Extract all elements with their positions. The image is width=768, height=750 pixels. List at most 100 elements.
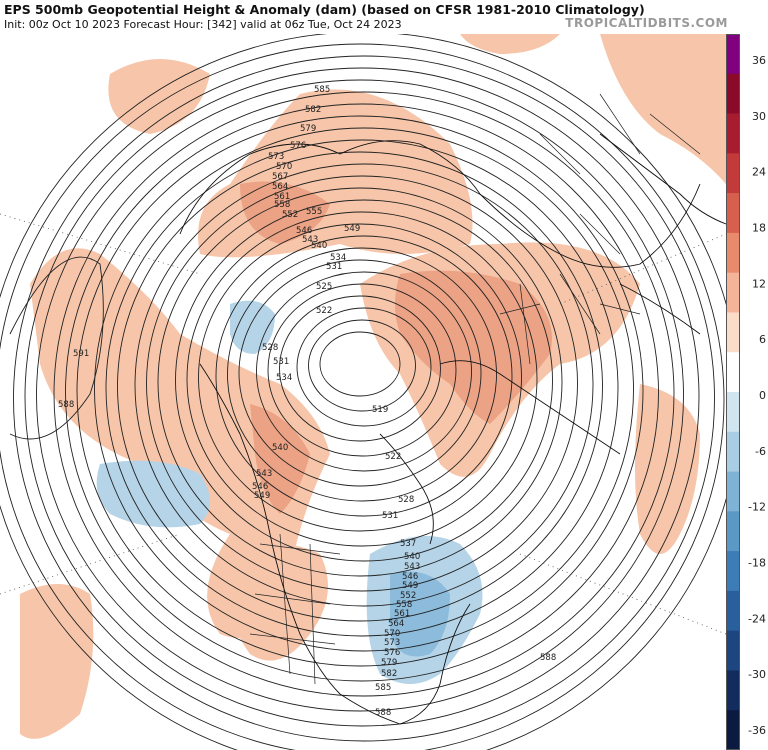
colorbar-swatch — [726, 113, 740, 154]
colorbar-tick-label: 36 — [752, 54, 766, 67]
height-contour — [175, 199, 553, 562]
height-contour — [65, 103, 659, 682]
contour-label: 522 — [385, 452, 401, 462]
contour-label: 588 — [375, 708, 391, 718]
height-contour — [238, 259, 482, 487]
graticule — [0, 213, 726, 635]
height-contour — [24, 67, 700, 727]
contour-label: 531 — [382, 511, 398, 521]
contour-label: 555 — [306, 207, 322, 217]
contour-label: 585 — [314, 85, 330, 95]
colorbar-swatch — [726, 312, 740, 353]
contour-label: 525 — [316, 282, 332, 292]
colorbar-swatch — [726, 590, 740, 632]
colorbar-swatch — [726, 710, 740, 750]
contour-label: 564 — [388, 619, 404, 629]
contour-label: 564 — [272, 182, 288, 192]
height-contour — [94, 127, 634, 652]
colorbar-swatch — [726, 431, 740, 473]
contour-label: 561 — [274, 192, 290, 202]
political-borders — [249, 93, 701, 685]
contour-label: 579 — [381, 658, 397, 668]
contour-label: 573 — [268, 152, 284, 162]
contour-label: 546 — [402, 572, 418, 582]
contour-label: 540 — [311, 241, 327, 251]
colorbar-tick-label: 0 — [759, 389, 766, 402]
height-contour — [105, 139, 619, 637]
colorbar-swatch — [726, 272, 740, 313]
height-contour — [117, 151, 603, 622]
height-contours — [0, 34, 726, 750]
header: EPS 500mb Geopotential Height & Anomaly … — [0, 0, 768, 34]
contour-label: 588 — [58, 400, 74, 410]
colorbar-tick-label: -12 — [748, 501, 766, 514]
contour-label: 546 — [252, 482, 268, 492]
contour-label: 558 — [274, 200, 290, 210]
chart-title: EPS 500mb Geopotential Height & Anomaly … — [4, 2, 645, 17]
contour-label: 591 — [73, 349, 89, 359]
colorbar-swatch — [726, 551, 740, 592]
height-contour — [256, 271, 472, 472]
colorbar-tick-label: 12 — [752, 277, 766, 290]
contour-label: 522 — [316, 306, 332, 316]
contour-label: 579 — [300, 124, 316, 134]
colorbar-tick-label: 24 — [752, 166, 766, 179]
contour-label: 531 — [326, 262, 342, 272]
height-contour — [134, 163, 594, 607]
colorbar-tick-label: 18 — [752, 222, 766, 235]
colorbar-swatch — [726, 670, 740, 711]
colorbar-tick-label: -36 — [748, 724, 766, 737]
colorbar-swatch — [726, 352, 740, 393]
contour-label: 543 — [256, 469, 272, 479]
height-contour — [36, 79, 684, 712]
colorbar-swatches — [726, 34, 740, 750]
colorbar-tick-label: 30 — [752, 110, 766, 123]
contour-label: 582 — [305, 105, 321, 115]
colorbar-swatch — [726, 630, 740, 671]
height-contour — [76, 115, 644, 667]
colorbar-tick-label: 6 — [759, 333, 766, 346]
contour-label: 519 — [372, 405, 388, 415]
contour-label: 549 — [344, 224, 360, 234]
contour-label: 549 — [254, 491, 270, 501]
colorbar-labels: 36 30 24 18 12 6 0 -6 -12 -18 -24 -30 -36 — [748, 54, 766, 737]
contour-label: 582 — [381, 669, 397, 679]
height-contour — [215, 235, 513, 517]
height-contour — [157, 187, 563, 577]
contour-label: 552 — [400, 591, 416, 601]
colorbar-tick-label: -6 — [755, 445, 766, 458]
contour-label: 546 — [296, 226, 312, 236]
colorbar-swatch — [726, 471, 740, 512]
contour-label: 570 — [384, 629, 400, 639]
height-contour — [9, 256, 104, 440]
contour-label: 588 — [540, 653, 556, 663]
height-contour — [0, 43, 725, 750]
height-contour — [227, 247, 497, 502]
colorbar-swatch — [726, 232, 740, 274]
colorbar-tick-label: -24 — [748, 612, 766, 625]
height-contour — [13, 55, 715, 742]
height-contour — [296, 307, 432, 427]
contour-label: 561 — [394, 609, 410, 619]
contour-label: 528 — [398, 495, 414, 505]
contour-label: 549 — [402, 581, 418, 591]
colorbar-swatch — [726, 73, 740, 115]
height-contour — [279, 295, 441, 442]
contour-label: 570 — [276, 162, 292, 172]
colorbar-swatch — [726, 511, 740, 552]
contour-label: 552 — [282, 210, 298, 220]
colorbar-tick-label: -30 — [748, 668, 766, 681]
contour-label: 567 — [272, 172, 288, 182]
colorbar-tick-label: -18 — [748, 557, 766, 570]
height-contour — [308, 319, 416, 412]
coastlines — [179, 133, 726, 725]
contour-label: 528 — [262, 343, 278, 353]
height-contour — [146, 175, 578, 592]
contour-label: 540 — [404, 552, 420, 562]
colorbar-swatch — [726, 34, 740, 75]
contour-label: 537 — [400, 539, 416, 549]
brand-watermark: TROPICALTIDBITS.COM — [565, 16, 728, 30]
colorbar-swatch — [726, 392, 740, 433]
height-contour — [198, 223, 522, 532]
contour-labels: 585 582 579 576 573 570 567 564 561 558 … — [58, 85, 556, 718]
